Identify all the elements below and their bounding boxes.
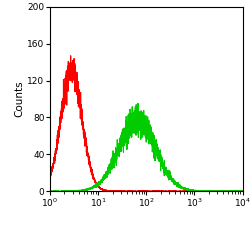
Y-axis label: Counts: Counts: [14, 81, 24, 117]
